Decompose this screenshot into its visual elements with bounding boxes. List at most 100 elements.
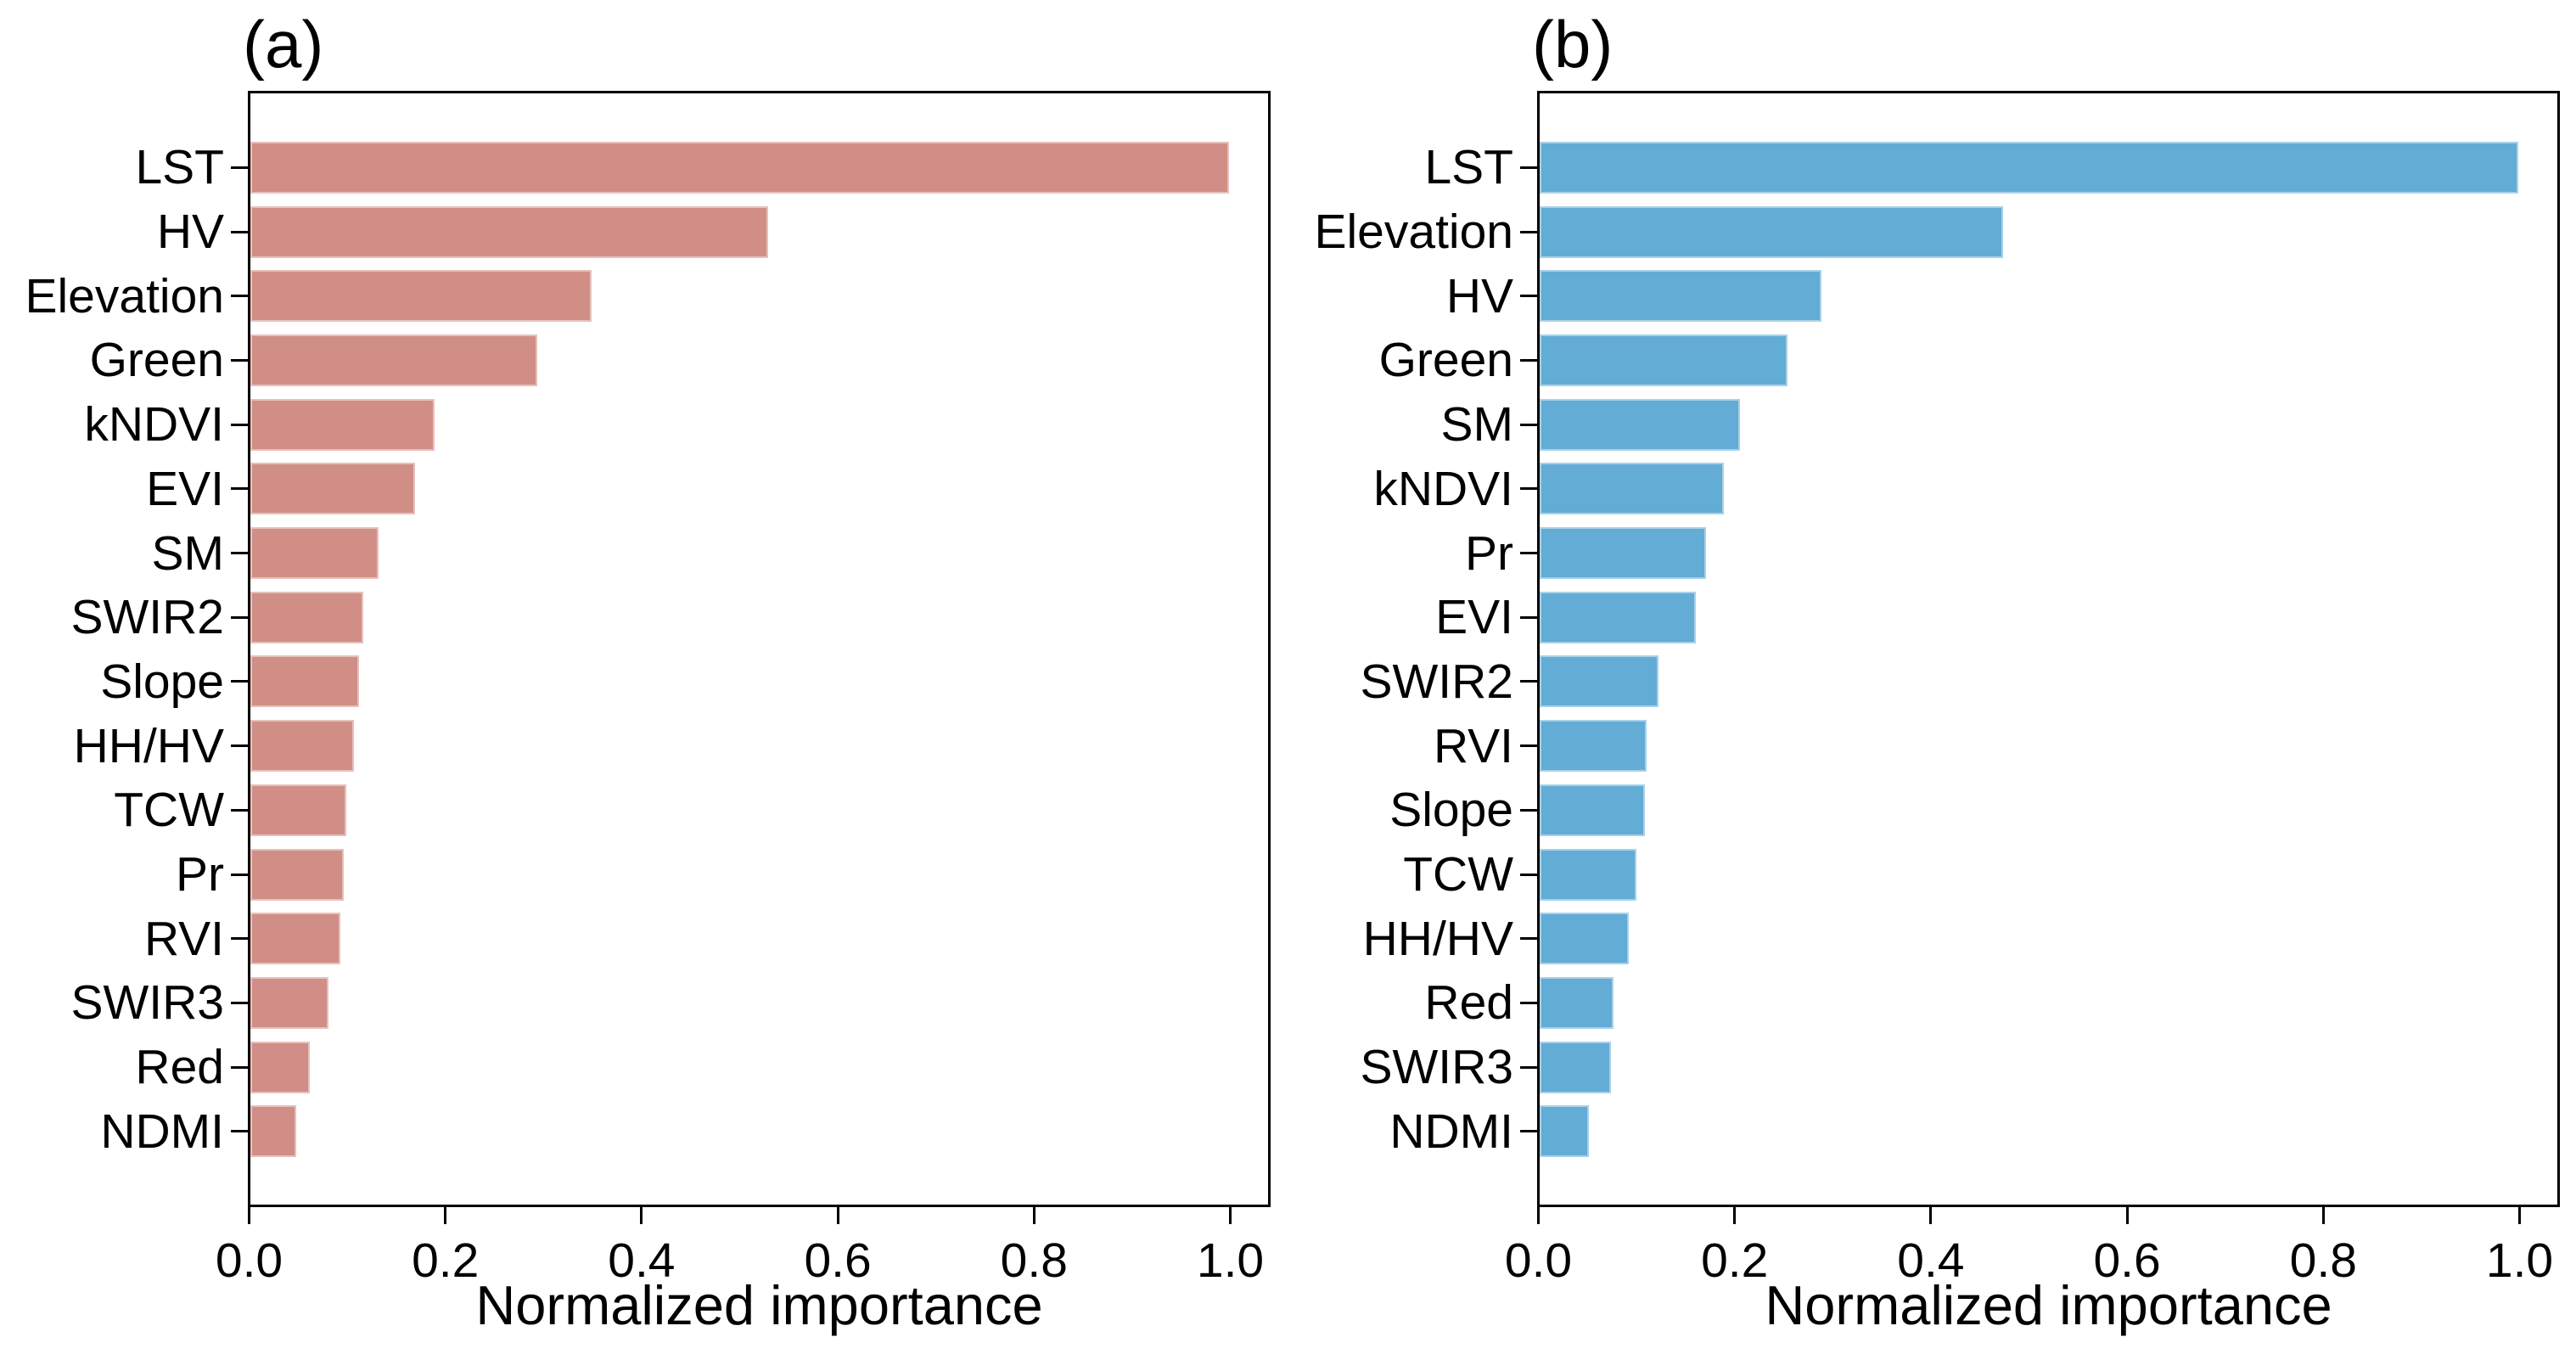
panel-a-y-tick-label-pr: Pr: [176, 847, 224, 902]
panel-a-y-tick-red: [231, 1065, 248, 1069]
panel-a-y-tick-label-hv: HV: [156, 205, 224, 259]
panel-b-x-tick-label-0.8: 0.8: [2289, 1233, 2357, 1288]
panel-a-x-tick-label-0.0: 0.0: [215, 1233, 283, 1288]
panel-b-y-tick-slope: [1520, 808, 1537, 812]
panel-a-x-tick-label-0.6: 0.6: [804, 1233, 872, 1288]
panel-a-y-tick-kndvi: [231, 423, 248, 426]
panel-b-x-tick-0.8: [2321, 1207, 2325, 1224]
panel-b-x-tick-label-0.6: 0.6: [2093, 1233, 2161, 1288]
panel-b-y-tick-lst: [1520, 166, 1537, 169]
panel-a-y-tick-lst: [231, 166, 248, 169]
panel-b-bar-swir3: [1540, 1041, 1611, 1093]
panel-a-bar-rvi: [250, 913, 340, 965]
panel-a-bar-hh-hv: [250, 720, 354, 773]
panel-a-bar-hv: [250, 205, 768, 258]
panel-b-y-tick-red: [1520, 1001, 1537, 1004]
panel-b-x-tick-0.2: [1733, 1207, 1737, 1224]
panel-a-x-tick-0.8: [1032, 1207, 1035, 1224]
panel-b-x-tick-label-0.0: 0.0: [1504, 1233, 1573, 1288]
panel-b-bar-kndvi: [1540, 463, 1724, 515]
panel-a-y-tick-ndmi: [231, 1130, 248, 1133]
panel-b-y-tick-label-slope: Slope: [1389, 783, 1513, 838]
panel-b-bar-hv: [1540, 270, 1822, 323]
panel-a-x-tick-0.6: [836, 1207, 839, 1224]
panel-a-x-tick-label-0.4: 0.4: [608, 1233, 676, 1288]
panel-a-bar-pr: [250, 848, 345, 901]
panel-a-bar-lst: [250, 141, 1229, 194]
panel-a-y-tick-green: [231, 358, 248, 362]
panel-a-x-tick-0.2: [444, 1207, 447, 1224]
panel-b-y-tick-label-elevation: Elevation: [1314, 205, 1514, 259]
panel-b-y-tick-sm: [1520, 423, 1537, 426]
panel-a-y-tick-hv: [231, 230, 248, 233]
panel-a-x-tick-0.0: [248, 1207, 250, 1224]
panel-b-x-tick-0.6: [2125, 1207, 2129, 1224]
panel-b-y-tick-pr: [1520, 552, 1537, 554]
panel-a-y-tick-label-slope: Slope: [100, 654, 224, 709]
panel-b-x-tick-0.4: [1929, 1207, 1933, 1224]
panel-b-x-axis-label: Normalized importance: [1765, 1274, 2332, 1336]
panel-b-y-tick-label-lst: LST: [1424, 140, 1513, 195]
panel-b-bar-slope: [1540, 784, 1646, 836]
panel-a-x-tick-label-1.0: 1.0: [1196, 1233, 1265, 1288]
panel-a-y-tick-label-tcw: TCW: [114, 783, 224, 838]
panel-a-bar-tcw: [250, 784, 346, 836]
panel-a-bar-red: [250, 1041, 310, 1093]
panel-b-x-tick-1.0: [2518, 1207, 2521, 1224]
panel-a-bar-green: [250, 334, 538, 386]
panel-b-x-tick-label-0.4: 0.4: [1897, 1233, 1965, 1288]
panel-a-y-tick-evi: [231, 487, 248, 491]
panel-b-y-tick-label-swir3: SWIR3: [1360, 1040, 1513, 1095]
panel-b-bar-elevation: [1540, 205, 2004, 258]
panel-b-y-tick-label-ndmi: NDMI: [1389, 1104, 1513, 1159]
panel-b-y-tick-label-hv: HV: [1445, 268, 1513, 323]
panel-a-x-tick-1.0: [1229, 1207, 1232, 1224]
panel-a-bar-slope: [250, 655, 359, 708]
panel-b-y-tick-tcw: [1520, 873, 1537, 876]
panel-a-bar-ndmi: [250, 1105, 296, 1158]
panel-a-y-tick-rvi: [231, 937, 248, 941]
panel-a-bar-swir2: [250, 591, 364, 643]
panel-b-y-tick-label-kndvi: kNDVI: [1373, 461, 1513, 516]
panel-a-bar-swir3: [250, 976, 328, 1029]
panel-b-y-tick-label-evi: EVI: [1435, 590, 1513, 645]
panel-b-y-tick-hh-hv: [1520, 937, 1537, 941]
panel-a-y-tick-label-rvi: RVI: [144, 911, 224, 966]
panel-a-y-tick-elevation: [231, 295, 248, 298]
panel-b-bar-lst: [1540, 141, 2518, 194]
panel-a-y-tick-tcw: [231, 808, 248, 812]
panel-b-y-tick-ndmi: [1520, 1130, 1537, 1133]
panel-b-bar-rvi: [1540, 720, 1647, 773]
panel-a-y-tick-label-elevation: Elevation: [25, 268, 225, 323]
panel-b-y-tick-rvi: [1520, 744, 1537, 748]
panel-a-y-tick-label-ndmi: NDMI: [100, 1104, 224, 1159]
panel-a-bar-sm: [250, 527, 379, 579]
panel-a-y-tick-label-swir3: SWIR3: [70, 975, 224, 1031]
panel-a-x-tick-0.4: [640, 1207, 643, 1224]
panel-b-bar-green: [1540, 334, 1787, 386]
panel-a-y-tick-pr: [231, 873, 248, 876]
panel-b-y-tick-label-pr: Pr: [1465, 525, 1513, 581]
panel-b-y-tick-label-red: Red: [1424, 975, 1513, 1031]
panel-b-y-tick-label-green: Green: [1378, 333, 1513, 388]
panel-a-plot-area: [248, 91, 1271, 1207]
panel-a-y-tick-label-hh-hv: HH/HV: [73, 718, 224, 773]
panel-a-y-tick-slope: [231, 680, 248, 683]
panel-a-y-tick-label-evi: EVI: [146, 461, 224, 516]
panel-a-x-tick-label-0.8: 0.8: [1000, 1233, 1068, 1288]
panel-b-title: (b): [1532, 7, 1614, 81]
panel-b-bar-sm: [1540, 398, 1741, 451]
panel-b-x-tick-label-0.2: 0.2: [1701, 1233, 1769, 1288]
panel-b-y-tick-label-rvi: RVI: [1434, 718, 1513, 773]
panel-b-y-tick-evi: [1520, 615, 1537, 619]
panel-b-y-tick-label-hh-hv: HH/HV: [1362, 911, 1513, 966]
panel-b-y-tick-label-swir2: SWIR2: [1360, 654, 1513, 709]
panel-b-bar-red: [1540, 976, 1614, 1029]
panel-b-bar-swir2: [1540, 655, 1659, 708]
panel-b-bar-ndmi: [1540, 1105, 1590, 1158]
panel-a-y-tick-label-sm: SM: [151, 525, 225, 581]
panel-b-y-tick-elevation: [1520, 230, 1537, 233]
panel-a-y-tick-label-swir2: SWIR2: [70, 590, 224, 645]
